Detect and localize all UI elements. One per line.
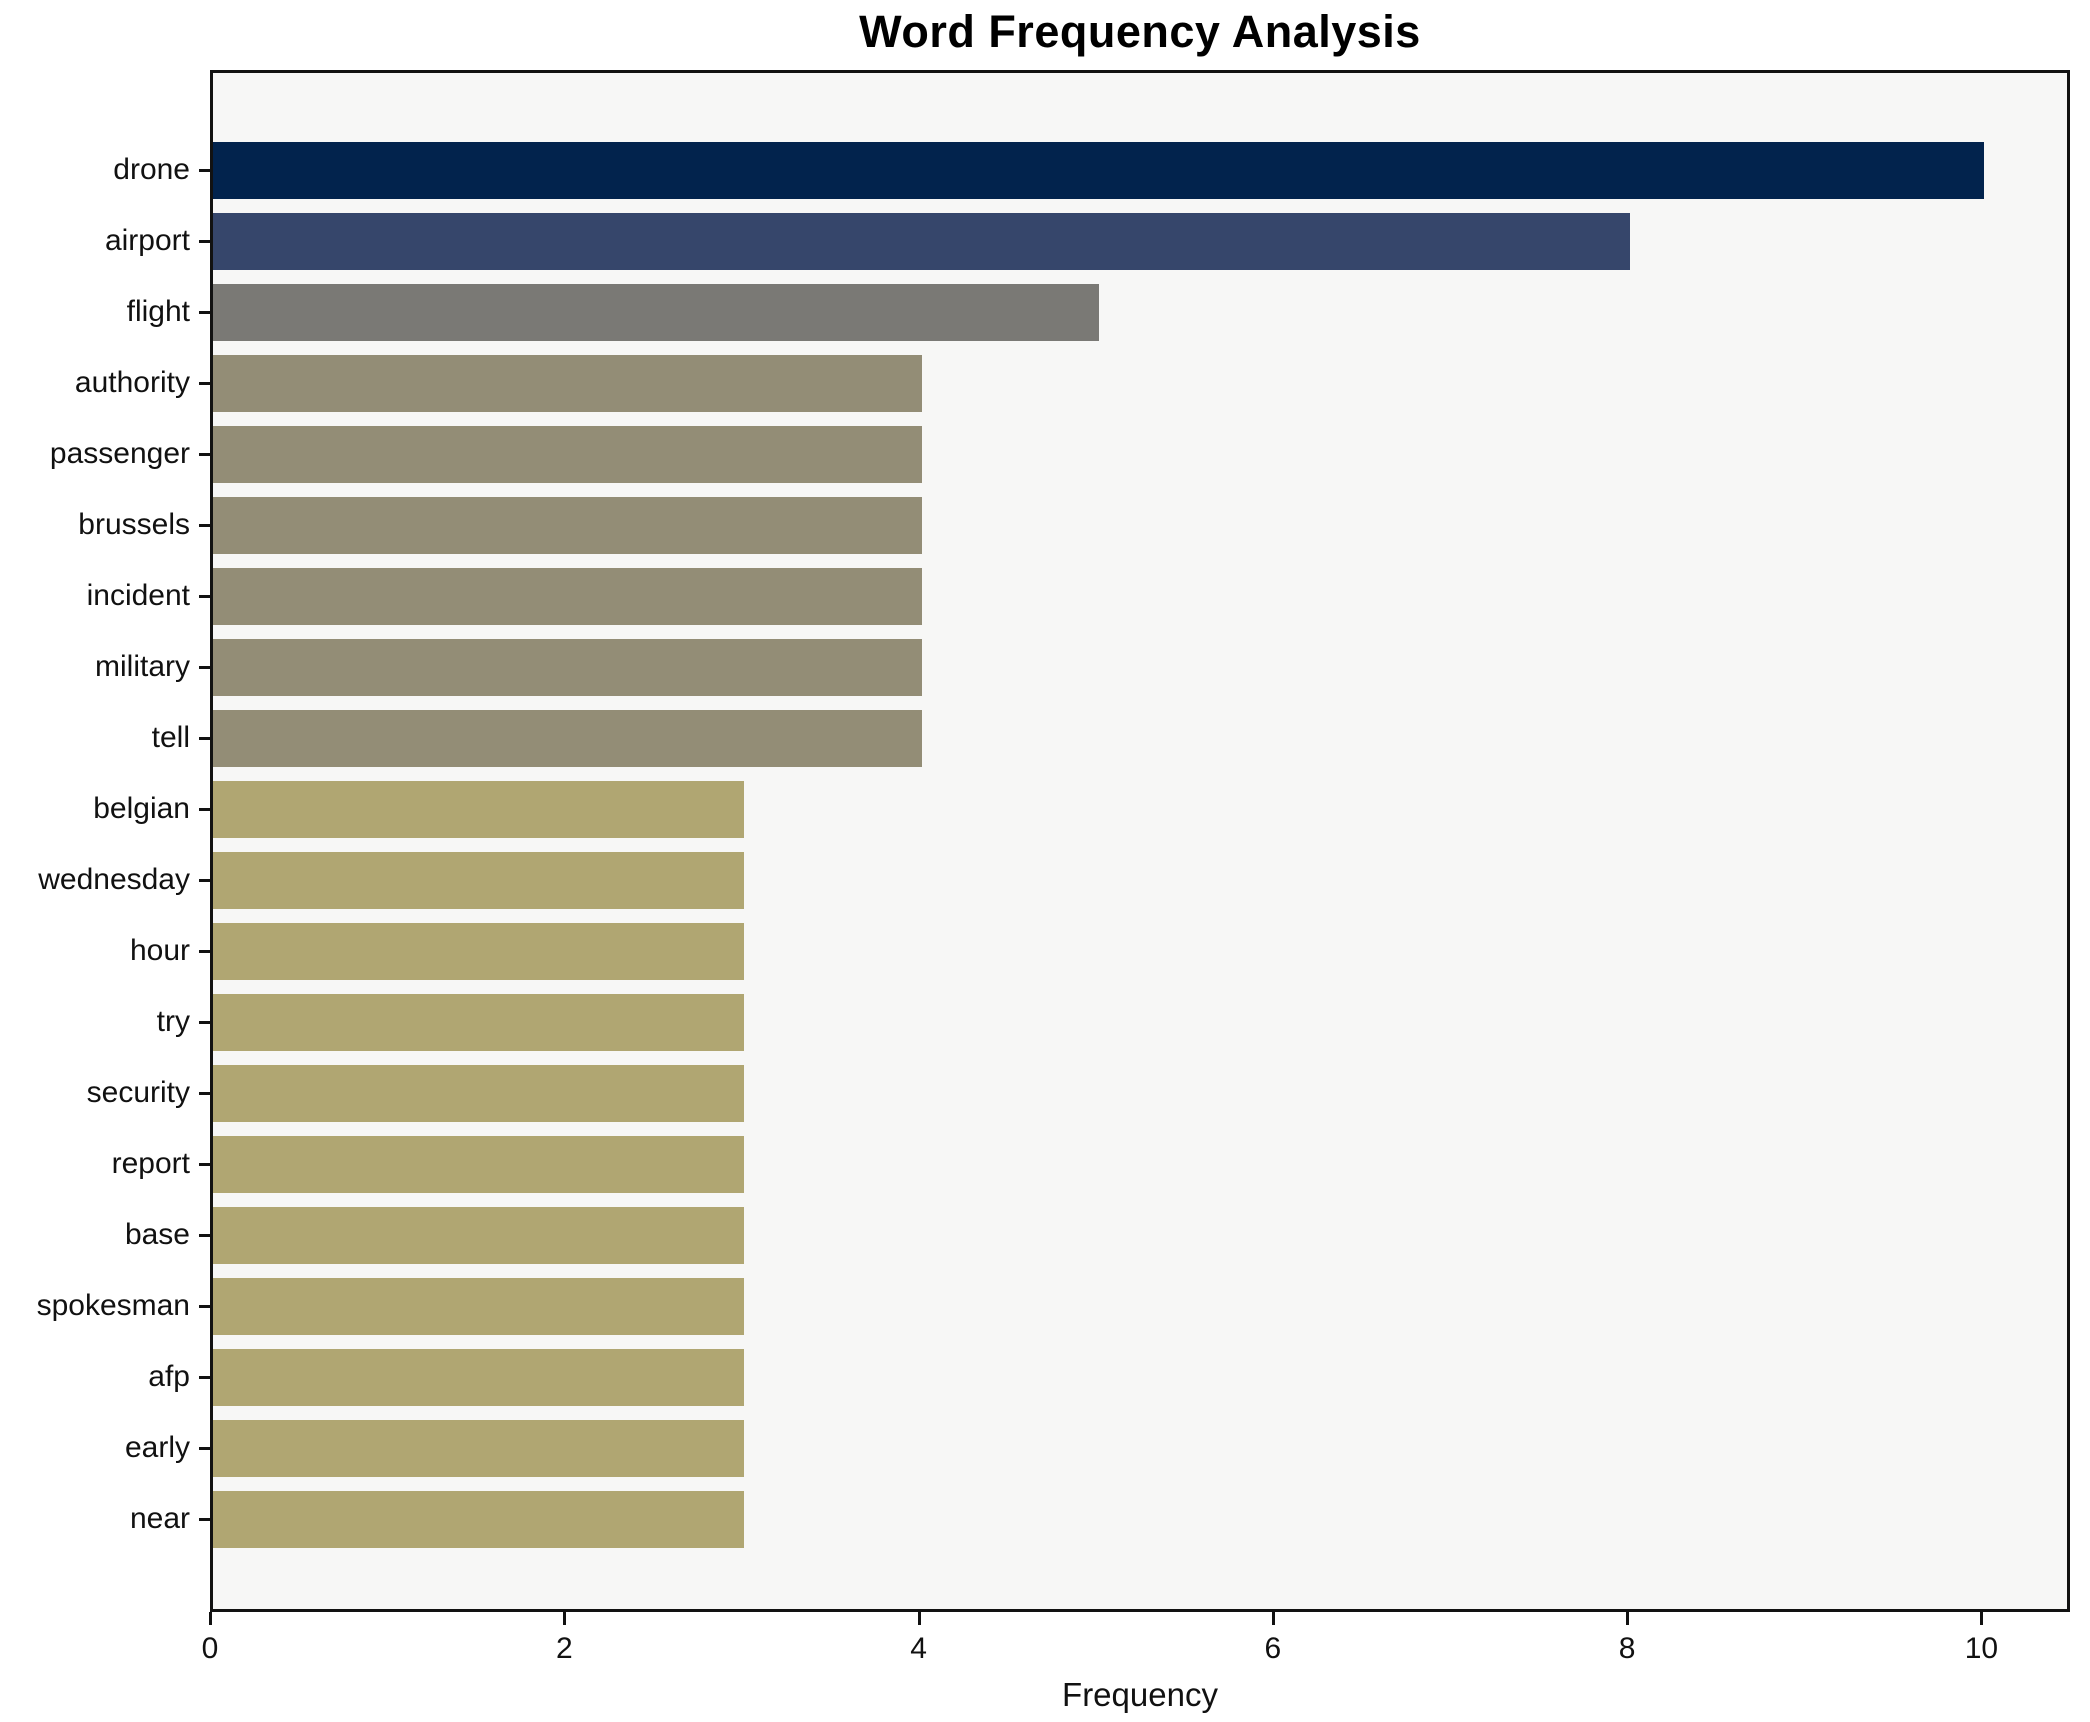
y-tick-label-early: early [124, 1431, 190, 1464]
y-tick-mark [199, 950, 210, 953]
y-tick-mark [199, 169, 210, 172]
bar-military [213, 638, 922, 696]
y-tick-label-authority: authority [74, 366, 190, 399]
y-tick-mark [199, 1518, 210, 1521]
y-tick-label-passenger: passenger [49, 437, 190, 470]
y-tick-label-report: report [111, 1147, 190, 1180]
x-tick-mark [1980, 1612, 1984, 1625]
x-tick-label-10: 10 [1964, 1632, 1999, 1665]
y-tick-label-belgian: belgian [93, 792, 190, 825]
y-tick-mark [199, 1163, 210, 1166]
bar-belgian [213, 780, 744, 838]
bar-report [213, 1135, 744, 1193]
x-tick-label-8: 8 [1618, 1632, 1636, 1665]
bar-hour [213, 922, 744, 980]
bar-airport [213, 212, 1630, 270]
x-tick-label-0: 0 [201, 1632, 219, 1665]
y-tick-label-spokesman: spokesman [36, 1289, 190, 1322]
y-tick-mark [199, 240, 210, 243]
y-tick-label-base: base [124, 1218, 190, 1251]
y-tick-mark [199, 382, 210, 385]
x-axis-label: Frequency [1062, 1676, 1218, 1713]
bar-tell [213, 709, 922, 767]
chart-title: Word Frequency Analysis [859, 6, 1421, 57]
y-tick-mark [199, 1092, 210, 1095]
y-tick-label-wednesday: wednesday [38, 863, 190, 896]
bar-base [213, 1206, 744, 1264]
y-tick-label-flight: flight [126, 295, 190, 328]
y-tick-label-try: try [156, 1005, 190, 1038]
y-tick-label-security: security [86, 1076, 190, 1109]
bar-drone [213, 141, 1984, 199]
x-tick-mark [1626, 1612, 1630, 1625]
y-tick-label-tell: tell [151, 721, 190, 754]
bar-spokesman [213, 1277, 744, 1335]
x-tick-mark [209, 1612, 212, 1625]
x-tick-mark [917, 1612, 921, 1625]
bar-brussels [213, 496, 922, 554]
y-tick-mark [199, 453, 210, 456]
y-tick-mark [199, 666, 210, 669]
y-tick-mark [199, 595, 210, 598]
bar-incident [213, 567, 922, 625]
x-tick-mark [563, 1612, 567, 1625]
y-tick-mark [199, 311, 210, 314]
y-tick-mark [199, 1234, 210, 1237]
bar-afp [213, 1348, 744, 1406]
bar-try [213, 993, 744, 1051]
y-tick-mark [199, 808, 210, 811]
x-tick-label-2: 2 [555, 1632, 573, 1665]
x-tick-label-6: 6 [1264, 1632, 1282, 1665]
y-tick-mark [199, 1021, 210, 1024]
bar-wednesday [213, 851, 744, 909]
bar-authority [213, 354, 922, 412]
y-tick-label-hour: hour [129, 934, 190, 967]
y-tick-label-brussels: brussels [78, 508, 190, 541]
bar-security [213, 1064, 744, 1122]
y-tick-label-near: near [129, 1502, 190, 1535]
bar-near [213, 1490, 744, 1548]
y-tick-mark [199, 524, 210, 527]
y-tick-mark [199, 879, 210, 882]
x-tick-label-4: 4 [910, 1632, 927, 1665]
y-tick-label-incident: incident [86, 579, 190, 612]
bar-early [213, 1419, 744, 1477]
y-tick-label-military: military [95, 650, 190, 683]
y-tick-label-afp: afp [148, 1360, 190, 1393]
y-tick-mark [199, 737, 210, 740]
y-tick-label-drone: drone [113, 153, 190, 186]
bar-flight [213, 283, 1099, 341]
y-tick-mark [199, 1376, 210, 1379]
bar-passenger [213, 425, 922, 483]
y-tick-mark [199, 1447, 210, 1450]
x-tick-mark [1271, 1612, 1275, 1625]
plot-area [210, 70, 2070, 1612]
y-tick-label-airport: airport [104, 224, 190, 257]
y-tick-mark [199, 1305, 210, 1308]
